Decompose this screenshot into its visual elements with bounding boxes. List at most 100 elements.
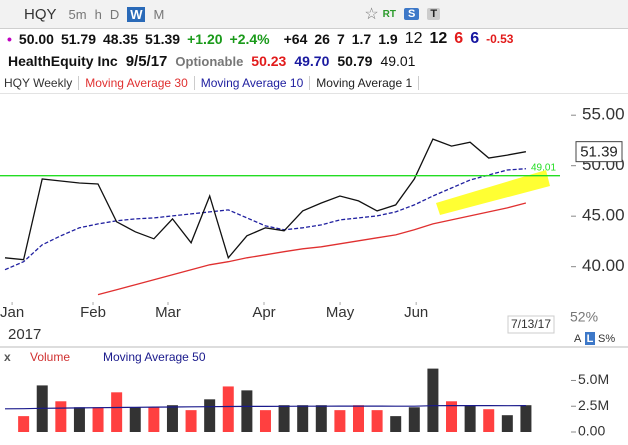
quote-value: 26: [314, 31, 330, 47]
x-tick-label: Jan: [0, 304, 24, 321]
scale-button[interactable]: A: [574, 333, 582, 345]
legend-item[interactable]: Moving Average 1: [310, 76, 420, 90]
volume-bar: [18, 416, 30, 432]
series-line: [4, 405, 526, 410]
volume-bar: [352, 405, 364, 432]
volume-bar: [390, 416, 402, 432]
interval[interactable]: D: [109, 6, 120, 22]
quote-value: 48.35: [103, 31, 139, 47]
volume-bar: [297, 405, 309, 432]
company-name: HealthEquity Inc: [8, 53, 118, 69]
y-tick-label: 2.5M: [578, 397, 609, 413]
year-label: 2017: [8, 326, 41, 343]
y-tick-label: 0.00: [578, 423, 605, 439]
quote-value: 12: [429, 30, 448, 47]
interval[interactable]: W: [127, 6, 146, 22]
scale-button[interactable]: L: [587, 333, 594, 345]
quote-value: 6: [470, 30, 480, 47]
volume-bar: [185, 410, 197, 432]
volume-bar: [278, 405, 290, 432]
volume-bar: [315, 405, 327, 432]
date-box: [507, 315, 555, 334]
highlight: [436, 170, 550, 215]
date-label: 7/13/17: [511, 317, 551, 331]
level-label: 49.01: [531, 162, 556, 173]
x-tick-label: Apr: [252, 304, 275, 321]
volume-bar: [222, 386, 234, 432]
x-tick-label: Jun: [404, 304, 428, 321]
volume-bar: [129, 407, 141, 432]
quote-value: 51.39: [145, 31, 181, 47]
volume-bar: [446, 401, 458, 432]
legend: HQY Weekly Moving Average 30 Moving Aver…: [0, 73, 628, 94]
x-tick-label: Mar: [155, 304, 181, 321]
price-tag: [575, 141, 623, 163]
percent-label: 52%: [570, 309, 598, 325]
series-line: [97, 202, 527, 296]
y-tick-label: 5.0M: [578, 371, 609, 387]
legend-item[interactable]: Moving Average 30: [79, 76, 195, 90]
info-row: HealthEquity Inc 9/5/17 Optionable 50.23…: [0, 51, 628, 71]
legend-item[interactable]: Volume: [30, 350, 70, 364]
quote-value: +64: [283, 31, 308, 47]
x-tick-label: Feb: [80, 304, 106, 321]
legend-item[interactable]: Moving Average 10: [195, 76, 311, 90]
volume-bar: [204, 399, 216, 432]
s-button[interactable]: S: [404, 8, 420, 20]
quote-value: 12: [404, 30, 423, 47]
x-tick-label: May: [326, 304, 355, 321]
y-tick-label: 45.00: [582, 206, 625, 225]
volume-bar: [148, 407, 160, 432]
symbol[interactable]: HQY: [24, 5, 57, 23]
volume-bar: [501, 415, 513, 432]
volume-bar: [483, 409, 495, 432]
price-tag-label: 51.39: [580, 144, 618, 161]
ma30-value: 50.23: [251, 53, 287, 69]
y-tick-label: 40.00: [582, 256, 625, 275]
optionable: Optionable: [175, 53, 244, 69]
volume-bar: [259, 410, 271, 432]
volume-bar: [73, 407, 85, 432]
t-button[interactable]: T: [427, 8, 441, 20]
bullet: •: [7, 31, 12, 47]
ma10-value: 49.70: [294, 53, 330, 69]
volume-bar: [166, 405, 178, 432]
volume-bar: [92, 407, 104, 432]
quote-value: 7: [336, 31, 345, 47]
volume-bar: [408, 407, 420, 432]
scale-button[interactable]: S%: [598, 333, 615, 345]
quote-value: 6: [454, 30, 464, 47]
rt-button[interactable]: RT: [382, 8, 397, 20]
chart: 7/13/17 52% A L S% 2017 x Volume Moving …: [0, 105, 628, 439]
quote-row: • 50.00 51.79 48.35 51.39 +1.20 +2.4% +6…: [0, 29, 628, 49]
volume-bar: [464, 405, 476, 432]
quote-value: -0.53: [486, 32, 514, 46]
interval[interactable]: 5m: [68, 6, 87, 22]
quote-value: +2.4%: [229, 31, 270, 47]
volume-bar: [241, 390, 253, 432]
quote-value: +1.20: [187, 31, 223, 47]
quote-value: 1.9: [378, 31, 398, 47]
close-button[interactable]: x: [4, 350, 11, 364]
level-value: 49.01: [380, 53, 416, 69]
series-line: [4, 168, 526, 271]
date: 9/5/17: [125, 52, 168, 70]
ma-value: 50.79: [337, 53, 373, 69]
volume-bar: [427, 368, 439, 432]
chart-title: HQY Weekly: [0, 76, 80, 90]
volume-bar: [111, 392, 123, 432]
quote-value: 50.00: [18, 31, 54, 47]
y-tick-label: 55.00: [582, 105, 625, 124]
volume-bar: [520, 405, 532, 432]
quote-value: 1.7: [351, 31, 372, 47]
volume-bar: [55, 401, 67, 432]
legend-item[interactable]: Moving Average 50: [103, 350, 206, 364]
interval[interactable]: h: [94, 6, 102, 22]
volume-bar: [371, 410, 383, 432]
interval[interactable]: M: [153, 6, 165, 22]
star-icon[interactable]: ☆: [364, 6, 379, 23]
series-line: [4, 138, 527, 261]
toolbar: HQY 5m h D W M ☆ RT S T: [0, 0, 628, 29]
quote-value: 51.79: [60, 31, 96, 47]
